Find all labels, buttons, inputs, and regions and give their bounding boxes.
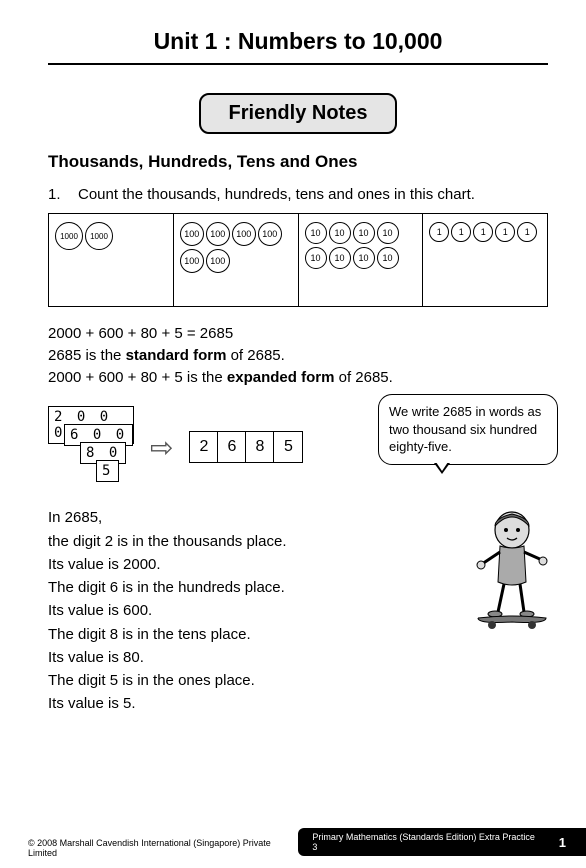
speech-bubble-wrap: We write 2685 in words as two thousand s… bbox=[378, 394, 558, 465]
place-line: Its value is 5. bbox=[48, 692, 548, 715]
unit-title: Unit 1 : Numbers to 10,000 bbox=[48, 28, 548, 65]
page-number: 1 bbox=[559, 835, 566, 850]
disc-10: 10 bbox=[305, 247, 327, 269]
card-5: 5 bbox=[96, 460, 119, 482]
expl-line2: 2685 is the standard form of 2685. bbox=[48, 345, 548, 367]
disc-10: 10 bbox=[377, 247, 399, 269]
disc-1000: 1000 bbox=[85, 222, 113, 250]
chart-ones: 11111 bbox=[423, 214, 547, 306]
disc-100: 100 bbox=[206, 222, 230, 246]
chart-tens: 1010101010101010 bbox=[299, 214, 424, 306]
arrow-icon: ⇨ bbox=[150, 431, 173, 464]
explanation-block: 2000 + 600 + 80 + 5 = 2685 2685 is the s… bbox=[48, 323, 548, 388]
digit-h: 6 bbox=[218, 432, 246, 462]
disc-100: 100 bbox=[180, 249, 204, 273]
speech-bubble: We write 2685 in words as two thousand s… bbox=[378, 394, 558, 465]
page-footer: © 2008 Marshall Cavendish International … bbox=[28, 828, 586, 858]
question-row: 1. Count the thousands, hundreds, tens a… bbox=[48, 186, 548, 203]
disc-10: 10 bbox=[329, 222, 351, 244]
visualization-row: 2 0 0 0 6 0 0 8 0 5 ⇨ 2 6 8 5 We write 2… bbox=[48, 406, 548, 488]
disc-100: 100 bbox=[206, 249, 230, 273]
disc-1: 1 bbox=[495, 222, 515, 242]
disc-1: 1 bbox=[473, 222, 493, 242]
disc-10: 10 bbox=[353, 222, 375, 244]
footer-badge: Primary Mathematics (Standards Edition) … bbox=[298, 828, 586, 856]
question-text: Count the thousands, hundreds, tens and … bbox=[78, 186, 475, 203]
disc-10: 10 bbox=[353, 247, 375, 269]
disc-1000: 1000 bbox=[55, 222, 83, 250]
book-title: Primary Mathematics (Standards Edition) … bbox=[312, 832, 538, 852]
disc-10: 10 bbox=[377, 222, 399, 244]
digit-t: 8 bbox=[246, 432, 274, 462]
place-line: The digit 5 is in the ones place. bbox=[48, 669, 548, 692]
expl-line1: 2000 + 600 + 80 + 5 = 2685 bbox=[48, 323, 548, 345]
copyright-text: © 2008 Marshall Cavendish International … bbox=[28, 838, 298, 858]
disc-100: 100 bbox=[258, 222, 282, 246]
chart-hundreds: 100100100100100100 bbox=[174, 214, 299, 306]
disc-1: 1 bbox=[451, 222, 471, 242]
digit-th: 2 bbox=[190, 432, 218, 462]
result-box: 2 6 8 5 bbox=[189, 431, 303, 463]
friendly-notes-badge: Friendly Notes bbox=[199, 93, 397, 134]
boy-skateboard-icon bbox=[464, 500, 560, 630]
disc-100: 100 bbox=[232, 222, 256, 246]
disc-100: 100 bbox=[180, 222, 204, 246]
disc-10: 10 bbox=[305, 222, 327, 244]
question-number: 1. bbox=[48, 186, 60, 203]
expanded-cards: 2 0 0 0 6 0 0 8 0 5 bbox=[48, 406, 134, 488]
chart-thousands: 10001000 bbox=[49, 214, 174, 306]
disc-1: 1 bbox=[429, 222, 449, 242]
expl-line3: 2000 + 600 + 80 + 5 is the expanded form… bbox=[48, 367, 548, 389]
disc-10: 10 bbox=[329, 247, 351, 269]
digit-o: 5 bbox=[274, 432, 302, 462]
place-line: Its value is 80. bbox=[48, 646, 548, 669]
disc-1: 1 bbox=[517, 222, 537, 242]
subheading: Thousands, Hundreds, Tens and Ones bbox=[48, 152, 548, 172]
place-value-chart: 10001000 100100100100100100 101010101010… bbox=[48, 213, 548, 307]
